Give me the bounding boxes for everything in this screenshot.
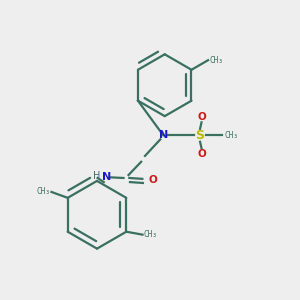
Text: CH₃: CH₃ — [224, 131, 239, 140]
Text: H: H — [93, 171, 101, 181]
Text: O: O — [197, 148, 206, 158]
Text: N: N — [159, 130, 168, 140]
Text: O: O — [197, 112, 206, 122]
Text: S: S — [196, 129, 205, 142]
Text: CH₃: CH₃ — [144, 230, 158, 239]
Text: N: N — [102, 172, 111, 182]
Text: O: O — [148, 175, 157, 185]
Text: CH₃: CH₃ — [36, 188, 50, 196]
Text: CH₃: CH₃ — [209, 56, 224, 65]
